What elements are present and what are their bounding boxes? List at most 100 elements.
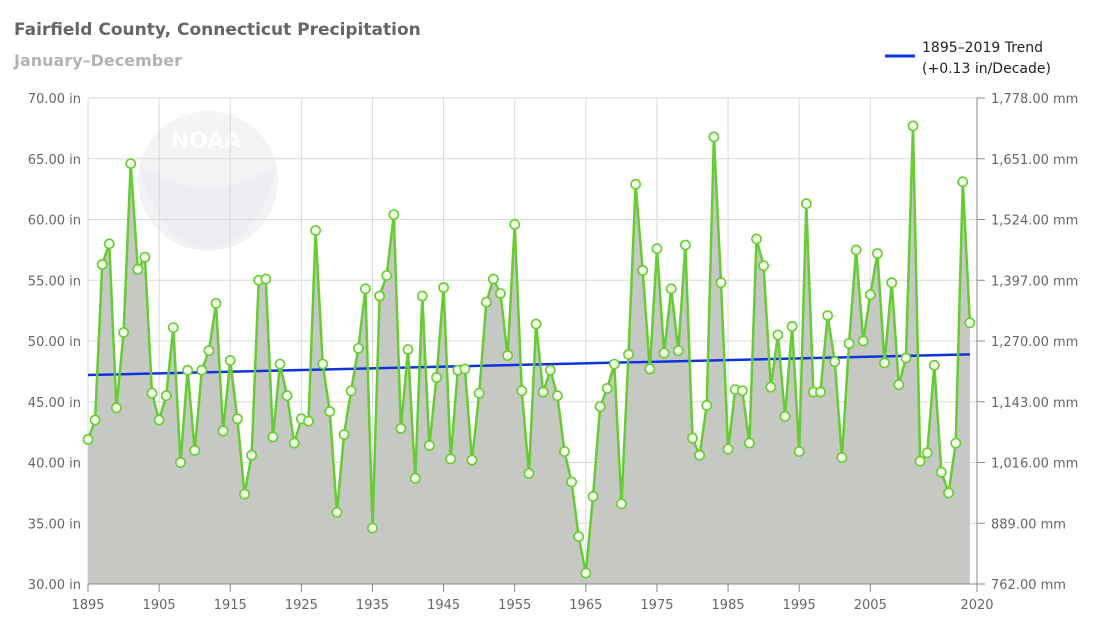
data-point-1938 <box>388 209 400 220</box>
data-point-2000 <box>829 356 841 368</box>
data-point-1991 <box>765 381 777 393</box>
data-point-1922 <box>274 358 286 370</box>
data-point-1924 <box>288 437 300 449</box>
data-point-1959 <box>537 386 549 398</box>
data-point-1951 <box>480 296 492 308</box>
data-point-1939 <box>395 423 407 434</box>
data-point-1994 <box>786 320 798 332</box>
legend-trend-label: 1895–2019 Trend <box>922 40 1043 56</box>
data-point-1918 <box>246 449 257 461</box>
x-tick-label: 1945 <box>427 598 460 613</box>
y-tick-right: 1,397.00 mm <box>991 274 1078 289</box>
data-point-1950 <box>473 387 485 399</box>
y-tick-left: 50.00 in <box>28 335 81 350</box>
data-point-1920 <box>260 273 272 285</box>
y-tick-left: 60.00 in <box>28 214 81 229</box>
data-point-1972 <box>630 178 641 190</box>
y-tick-left: 55.00 in <box>28 274 81 289</box>
data-point-1908 <box>175 457 186 468</box>
data-point-1967 <box>594 401 606 412</box>
data-point-1962 <box>559 446 570 457</box>
data-point-1930 <box>331 506 343 518</box>
data-point-1968 <box>601 382 613 394</box>
data-point-1979 <box>680 239 691 251</box>
data-point-1936 <box>374 290 385 302</box>
data-point-1895 <box>82 433 94 445</box>
data-point-2017 <box>950 437 962 449</box>
data-point-1993 <box>779 410 791 422</box>
data-point-1926 <box>303 415 314 427</box>
x-tick-label: 2005 <box>854 598 887 613</box>
data-point-1961 <box>552 390 563 402</box>
data-point-1981 <box>694 449 705 461</box>
data-point-2002 <box>843 337 855 349</box>
data-point-1914 <box>217 425 229 437</box>
data-point-1953 <box>495 288 506 299</box>
data-point-1905 <box>153 414 165 426</box>
data-point-1942 <box>416 290 428 302</box>
x-tick-label: 1995 <box>783 598 816 613</box>
precipitation-area <box>88 125 970 585</box>
x-tick-label: 1975 <box>640 598 673 613</box>
x-tick-label: 1935 <box>356 598 389 613</box>
data-point-2004 <box>857 335 869 347</box>
data-point-1999 <box>822 310 833 321</box>
data-point-1904 <box>146 387 158 399</box>
x-tick-label: 1915 <box>214 598 247 613</box>
data-point-1897 <box>96 259 108 270</box>
data-point-2008 <box>886 277 898 289</box>
data-point-1898 <box>103 238 115 250</box>
data-point-1977 <box>665 283 677 295</box>
data-point-1989 <box>751 233 762 245</box>
x-tick-label: 1985 <box>712 598 745 613</box>
data-point-1988 <box>744 437 755 449</box>
data-point-2019 <box>964 317 976 329</box>
data-point-1969 <box>608 358 620 370</box>
data-point-1923 <box>281 390 293 402</box>
y-tick-right: 1,016.00 mm <box>991 457 1078 472</box>
data-point-1998 <box>815 386 826 398</box>
legend[interactable]: 1895–2019 Trend (+0.13 in/Decade) <box>885 40 1051 77</box>
data-point-1982 <box>701 399 713 411</box>
data-point-2018 <box>957 176 969 188</box>
data-point-2001 <box>836 452 848 463</box>
data-point-1992 <box>772 329 784 341</box>
data-point-1976 <box>658 347 670 359</box>
noaa-logo: NOAA <box>138 111 278 251</box>
data-point-2009 <box>893 379 905 391</box>
data-point-1960 <box>544 364 556 376</box>
tick-labels: 30.00 in 762.00 mm 35.00 in 889.00 mm 40.00 … <box>28 92 1079 613</box>
data-point-1946 <box>445 453 457 465</box>
data-point-1935 <box>367 522 378 534</box>
data-point-1957 <box>523 467 535 479</box>
data-point-1916 <box>231 413 243 425</box>
data-point-1978 <box>672 345 684 357</box>
y-tick-right: 1,524.00 mm <box>991 214 1078 229</box>
data-point-2014 <box>928 359 940 371</box>
y-tick-right: 762.00 mm <box>991 578 1066 593</box>
data-point-1974 <box>644 363 656 375</box>
data-point-1932 <box>345 385 357 397</box>
data-point-1958 <box>530 318 542 330</box>
data-point-1933 <box>352 342 364 354</box>
x-tick-label: 1895 <box>71 598 104 613</box>
data-point-1911 <box>196 364 208 376</box>
data-point-2007 <box>879 357 890 369</box>
data-point-1964 <box>573 531 585 542</box>
data-point-1929 <box>324 406 336 417</box>
y-tick-right: 1,143.00 mm <box>991 396 1078 411</box>
data-point-1952 <box>487 273 499 285</box>
y-tick-left: 40.00 in <box>28 457 81 472</box>
y-tick-left: 45.00 in <box>28 396 81 411</box>
data-point-1921 <box>267 431 279 443</box>
data-point-1931 <box>338 429 350 440</box>
chart-subtitle: January–December <box>13 51 182 70</box>
axes <box>87 97 985 592</box>
data-point-1902 <box>132 263 144 275</box>
data-point-1971 <box>623 348 634 360</box>
y-tick-right: 1,778.00 mm <box>991 92 1078 107</box>
data-point-1899 <box>111 402 122 414</box>
data-point-1983 <box>708 131 720 143</box>
data-point-1912 <box>203 345 215 357</box>
